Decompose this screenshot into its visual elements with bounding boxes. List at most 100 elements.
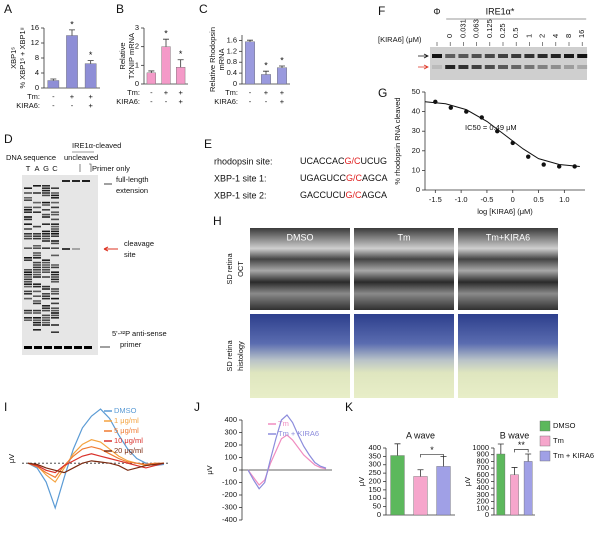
data-point <box>541 162 546 167</box>
gel-band <box>498 54 508 58</box>
data-point <box>526 154 531 159</box>
data-point <box>448 105 454 110</box>
y-tick-label: 200 <box>368 476 381 485</box>
gel-band <box>51 281 59 283</box>
sequence-part: UCACCAC <box>300 156 345 166</box>
significance-mark: * <box>70 19 74 29</box>
significance-mark: * <box>164 29 168 39</box>
y-axis-label: mRNA <box>217 48 226 70</box>
gel-band <box>24 237 32 240</box>
gel-band <box>33 300 41 302</box>
gel-band <box>74 346 82 349</box>
significance-mark: * <box>264 61 268 71</box>
series-line <box>247 414 327 490</box>
gel-band <box>24 297 32 300</box>
data-point <box>495 129 500 134</box>
legend-label: Tm + KIRA6 <box>553 451 594 460</box>
y-tick-label: -100 <box>222 477 237 486</box>
gel-band <box>72 180 80 182</box>
y-axis-label: μV <box>7 454 16 463</box>
gel-band <box>33 324 41 326</box>
gel-band <box>62 248 70 250</box>
y-axis-label: μV <box>463 477 472 486</box>
column-label: Tm+KIRA6 <box>486 232 530 242</box>
gel-band <box>84 346 92 349</box>
gel-band <box>42 237 50 240</box>
gel-band <box>51 278 59 281</box>
gel-band <box>33 302 41 305</box>
treatment-sign: - <box>165 97 168 106</box>
histology-image <box>250 314 350 398</box>
histology-image <box>354 314 454 398</box>
gel-band <box>445 65 456 69</box>
gel-band <box>33 276 41 278</box>
gel-band <box>51 312 59 314</box>
treatment-label: Tm: <box>127 88 140 97</box>
gel-band <box>550 65 561 69</box>
x-axis-label: log [KIRA6] (μM) <box>477 207 533 216</box>
gel-band <box>33 235 41 237</box>
gel-band <box>42 271 50 273</box>
gel-annotation: primer <box>120 340 142 349</box>
sequence-part: UCUG <box>361 156 388 166</box>
y-tick-label: 200 <box>224 440 237 449</box>
gel-band <box>24 293 32 295</box>
gel-annotation: extension <box>116 186 148 195</box>
gel-band <box>24 317 32 319</box>
panel-label: I <box>4 400 7 414</box>
gel-band <box>54 346 62 349</box>
conc-label: 0 <box>445 34 454 38</box>
sequence-part: G/C <box>345 156 362 166</box>
treatment-sign: - <box>52 92 55 101</box>
error-bar <box>511 467 518 475</box>
gel-band <box>458 54 469 58</box>
site-label: rhodopsin site: <box>214 156 273 166</box>
legend-label: 20 μg/ml <box>114 446 143 455</box>
data-point <box>572 164 577 169</box>
gel-band <box>511 65 522 69</box>
treatment-label: KIRA6: <box>214 97 238 106</box>
y-tick-label: 1 <box>135 60 139 69</box>
x-tick-label: 0 <box>511 195 515 204</box>
error-bar <box>247 39 253 42</box>
treatment-sign: + <box>280 97 285 106</box>
y-tick-label: 500 <box>476 476 489 485</box>
gel-band <box>24 276 32 278</box>
gel-band <box>498 65 508 69</box>
gel-band <box>51 314 59 317</box>
treatment-sign: + <box>70 92 75 101</box>
gel-band <box>33 319 41 321</box>
gel-band <box>24 187 32 189</box>
y-tick-label: 2 <box>135 42 139 51</box>
error-bar <box>163 38 169 47</box>
y-tick-label: 4 <box>35 68 39 77</box>
gel-band <box>51 293 59 295</box>
significance-mark: * <box>430 445 434 455</box>
gel-band <box>33 273 41 276</box>
gel-annotation: site <box>124 250 136 259</box>
y-tick-label: 0 <box>35 83 39 92</box>
panel-label: J <box>194 400 200 414</box>
gel-band <box>33 252 41 254</box>
gel-band <box>51 276 59 278</box>
oct-image <box>354 228 454 310</box>
gel-band <box>42 213 50 216</box>
gel-band <box>42 201 50 204</box>
y-tick-label: 0.4 <box>227 68 237 77</box>
gel-band <box>24 197 32 199</box>
gel-band <box>64 346 72 349</box>
gel-band <box>42 264 50 266</box>
treatment-sign: + <box>178 97 183 106</box>
gel-band <box>577 54 588 58</box>
gel-band <box>33 201 41 204</box>
gel-band <box>51 218 59 221</box>
gel-band <box>24 283 32 285</box>
gel-band <box>42 192 50 194</box>
gel-band <box>550 54 561 58</box>
legend-label: DMSO <box>114 406 137 415</box>
bar <box>436 466 451 516</box>
y-tick-label: 40 <box>412 107 420 116</box>
data-point <box>464 109 469 114</box>
gel-header: Primer only <box>92 164 130 173</box>
